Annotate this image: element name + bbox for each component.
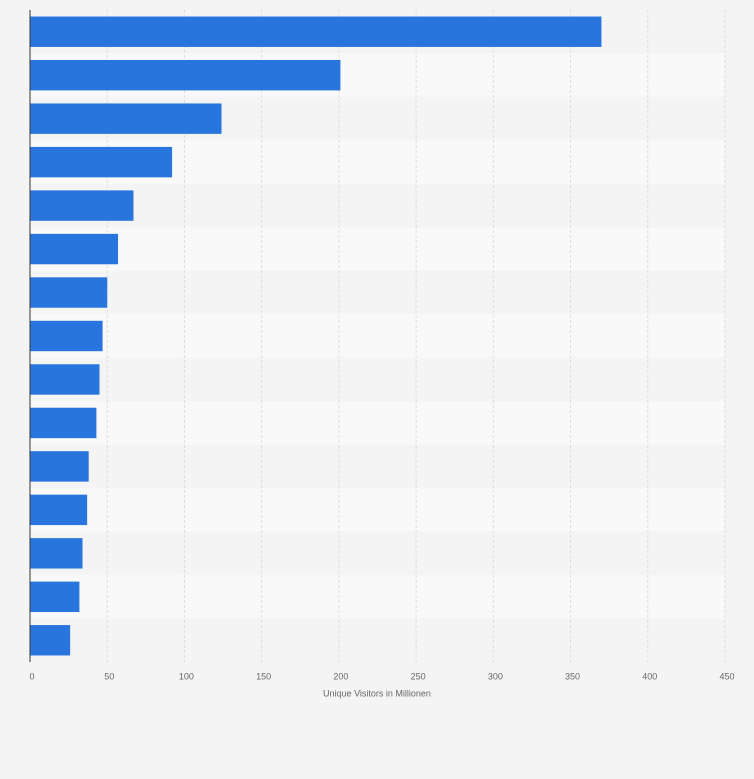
bar bbox=[30, 407, 97, 439]
row-band bbox=[30, 183, 725, 228]
row-band bbox=[30, 531, 725, 576]
x-tick-label: 100 bbox=[179, 671, 194, 681]
bar bbox=[30, 451, 89, 482]
row-band bbox=[30, 401, 725, 445]
bar bbox=[30, 625, 71, 656]
bar bbox=[30, 538, 83, 569]
bar bbox=[30, 233, 119, 265]
bar bbox=[30, 320, 103, 352]
x-tick-label: 300 bbox=[488, 671, 503, 681]
bar bbox=[30, 146, 173, 178]
bar bbox=[30, 59, 341, 91]
x-tick-label: 150 bbox=[256, 671, 271, 681]
bar bbox=[30, 581, 80, 613]
row-band bbox=[30, 575, 725, 619]
x-tick-label: 250 bbox=[411, 671, 426, 681]
bar bbox=[30, 494, 88, 526]
x-tick-label: 0 bbox=[29, 671, 34, 681]
row-band bbox=[30, 488, 725, 532]
row-band bbox=[30, 270, 725, 315]
x-tick-label: 450 bbox=[719, 671, 734, 681]
x-tick-label: 400 bbox=[642, 671, 657, 681]
row-band bbox=[30, 618, 725, 662]
x-tick-label: 50 bbox=[104, 671, 114, 681]
bar bbox=[30, 190, 134, 221]
row-band bbox=[30, 314, 725, 358]
x-tick-label: 350 bbox=[565, 671, 580, 681]
bar bbox=[30, 16, 602, 47]
x-axis-label: Unique Visitors in Millionen bbox=[323, 688, 431, 698]
row-band bbox=[30, 444, 725, 489]
bar bbox=[30, 364, 100, 395]
bar bbox=[30, 103, 222, 134]
x-tick-label: 200 bbox=[333, 671, 348, 681]
row-band bbox=[30, 227, 725, 271]
bar bbox=[30, 277, 108, 308]
row-band bbox=[30, 357, 725, 402]
